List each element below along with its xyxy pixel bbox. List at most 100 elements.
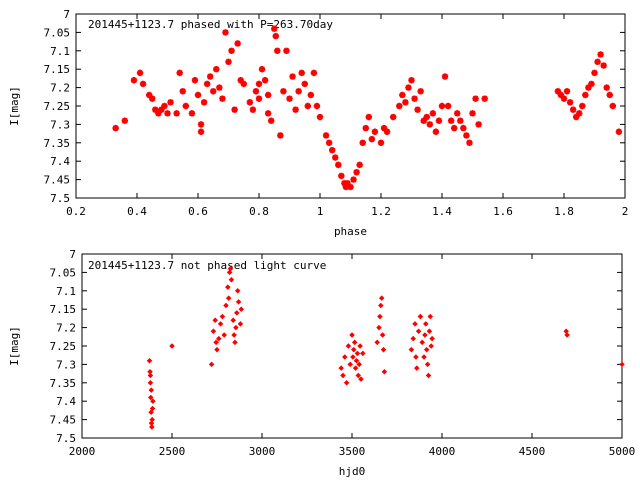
y-tick-label: 7.2 bbox=[50, 82, 70, 95]
data-point bbox=[234, 40, 241, 47]
data-point bbox=[454, 110, 461, 117]
data-point bbox=[594, 58, 601, 66]
data-point bbox=[307, 91, 315, 99]
data-point bbox=[351, 339, 358, 346]
data-point bbox=[422, 332, 428, 338]
data-point bbox=[413, 354, 419, 360]
data-point bbox=[258, 66, 266, 73]
data-point bbox=[410, 335, 416, 342]
data-point bbox=[357, 343, 363, 349]
data-point bbox=[228, 276, 235, 283]
x-tick-label: 0.6 bbox=[188, 205, 208, 218]
data-point bbox=[576, 110, 583, 117]
y-tick-label: 7.25 bbox=[44, 100, 71, 113]
data-point bbox=[208, 361, 215, 368]
x-tick-label: 0.4 bbox=[127, 205, 147, 218]
data-point bbox=[197, 121, 205, 128]
x-tick-label: 1.4 bbox=[432, 205, 452, 218]
data-point bbox=[295, 88, 302, 95]
x-tick-label: 3000 bbox=[249, 445, 276, 458]
data-point bbox=[441, 73, 449, 80]
data-point bbox=[447, 117, 455, 124]
data-point bbox=[588, 80, 595, 88]
data-point bbox=[222, 29, 229, 36]
data-point bbox=[417, 88, 424, 95]
data-point bbox=[606, 91, 613, 99]
data-point bbox=[322, 132, 330, 139]
data-point bbox=[457, 117, 464, 124]
data-point bbox=[219, 313, 226, 320]
data-point bbox=[149, 95, 156, 102]
data-point bbox=[147, 372, 154, 379]
data-point bbox=[226, 269, 233, 276]
data-point bbox=[429, 110, 437, 117]
data-point bbox=[460, 124, 467, 132]
data-point bbox=[427, 313, 434, 320]
x-tick-label: 1 bbox=[317, 205, 324, 218]
data-point bbox=[438, 102, 446, 110]
data-point bbox=[146, 357, 153, 364]
data-point bbox=[347, 183, 354, 191]
y-tick-label: 7.35 bbox=[44, 137, 71, 150]
data-point bbox=[354, 350, 361, 357]
data-point bbox=[283, 47, 290, 54]
data-point bbox=[342, 183, 350, 191]
y-axis-label-1: I[mag] bbox=[8, 86, 21, 126]
data-point bbox=[564, 332, 570, 338]
x-tick-label: 2500 bbox=[159, 445, 186, 458]
data-point bbox=[415, 328, 422, 335]
data-point bbox=[466, 139, 473, 146]
data-point bbox=[228, 47, 235, 54]
data-point bbox=[217, 321, 224, 327]
y-tick-label: 7.15 bbox=[44, 63, 71, 76]
data-point bbox=[420, 117, 427, 124]
data-point bbox=[579, 102, 586, 110]
data-point bbox=[233, 324, 239, 331]
data-point bbox=[374, 339, 380, 346]
data-point bbox=[402, 99, 409, 106]
data-point bbox=[469, 110, 476, 117]
data-point bbox=[353, 169, 360, 176]
data-point bbox=[408, 77, 415, 84]
data-point bbox=[381, 368, 388, 375]
data-point bbox=[231, 332, 237, 338]
data-point bbox=[182, 102, 189, 110]
data-point bbox=[569, 106, 577, 113]
data-point bbox=[147, 394, 154, 401]
data-point bbox=[212, 317, 218, 324]
data-point bbox=[216, 84, 223, 91]
data-point bbox=[194, 91, 202, 99]
y-tick-label: 7.1 bbox=[56, 285, 76, 298]
data-point bbox=[161, 102, 168, 110]
data-point bbox=[149, 416, 155, 423]
data-point bbox=[356, 361, 362, 368]
data-point bbox=[360, 350, 366, 357]
data-point bbox=[148, 387, 155, 393]
data-point bbox=[426, 328, 433, 335]
data-point bbox=[609, 102, 616, 110]
data-point bbox=[261, 77, 269, 84]
data-point bbox=[573, 113, 580, 121]
data-point bbox=[176, 69, 183, 77]
y-tick-label: 7.05 bbox=[44, 26, 71, 39]
data-point bbox=[219, 95, 226, 102]
data-point bbox=[238, 306, 245, 312]
data-point bbox=[338, 365, 344, 371]
data-point bbox=[139, 80, 147, 88]
plot-frame-2 bbox=[81, 253, 623, 439]
data-point bbox=[472, 95, 479, 102]
chart-title-1: 201445+1123.7 phased with P=263.70day bbox=[88, 18, 333, 31]
data-point bbox=[563, 328, 569, 335]
chart-title-2: 201445+1123.7 not phased light curve bbox=[88, 259, 326, 272]
data-point bbox=[304, 102, 311, 110]
data-point bbox=[264, 110, 272, 117]
data-point bbox=[325, 139, 333, 146]
data-point bbox=[216, 335, 222, 342]
data-point bbox=[164, 110, 171, 117]
data-point bbox=[268, 117, 275, 124]
plot-frame-1 bbox=[75, 13, 626, 199]
data-point bbox=[603, 84, 610, 91]
data-point bbox=[230, 317, 236, 324]
x-tick-label: 2 bbox=[622, 205, 629, 218]
